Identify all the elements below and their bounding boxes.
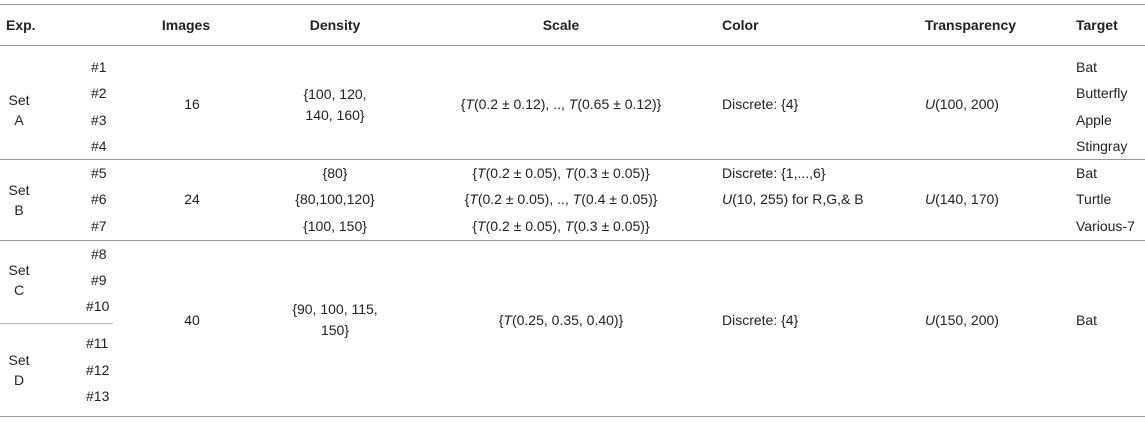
set-a-scale: {T(0.2 ± 0.12), .., T(0.65 ± 0.12)}	[460, 96, 662, 112]
header-exp: Exp.	[6, 17, 36, 33]
set-cd-target: Bat	[1076, 312, 1098, 328]
density-cell: {100, 150}	[303, 218, 367, 234]
header-images: Images	[161, 17, 211, 33]
set-cd-transparency: U(150, 200)	[925, 312, 999, 328]
set-b-color-line1: Discrete: {1,...,6}	[722, 165, 826, 181]
header-scale: Scale	[542, 17, 580, 33]
set-c-rule	[0, 323, 113, 324]
density-cell: {80,100,120}	[295, 191, 375, 207]
target-cell: Turtle	[1076, 191, 1112, 207]
set-a-density-line1: {100, 120,	[303, 86, 367, 102]
target-cell: Butterfly	[1076, 85, 1128, 101]
set-cd-scale: {T(0.25, 0.35, 0.40)}	[498, 312, 624, 328]
set-cd-color: Discrete: {4}	[722, 312, 799, 328]
set-a-rule	[0, 159, 1145, 160]
exp-id: #9	[91, 272, 107, 288]
density-cell: {80}	[322, 165, 348, 181]
set-cd-density-line1: {90, 100, 115,	[292, 301, 378, 317]
exp-id: #1	[91, 59, 107, 75]
exp-id: #3	[91, 112, 107, 128]
set-a-transparency: U(100, 200)	[925, 96, 999, 112]
set-a-density-line2: 140, 160}	[305, 107, 365, 123]
set-a-images: 16	[184, 96, 200, 112]
target-cell: Various-7	[1076, 218, 1135, 234]
exp-id: #12	[86, 362, 110, 378]
target-cell: Apple	[1076, 112, 1112, 128]
set-cd-images: 40	[184, 312, 200, 328]
set-d-label-line2: D	[13, 372, 25, 388]
target-cell: Bat	[1076, 165, 1098, 181]
set-c-label-line1: Set	[8, 262, 30, 278]
set-b-label-line2: B	[14, 202, 24, 218]
set-d-label-line1: Set	[8, 352, 30, 368]
exp-id: #11	[86, 335, 109, 351]
header-target: Target	[1076, 17, 1118, 33]
set-b-color-line2: U(10, 255) for R,G,& B	[722, 191, 864, 207]
target-cell: Bat	[1076, 59, 1098, 75]
scale-cell: {T(0.2 ± 0.05), .., T(0.4 ± 0.05)}	[464, 191, 658, 207]
exp-id: #2	[91, 85, 107, 101]
header-rule	[0, 45, 1145, 46]
scale-cell: {T(0.2 ± 0.05), T(0.3 ± 0.05)}	[472, 165, 650, 181]
set-c-label-line2: C	[13, 282, 25, 298]
table-bottom-rule	[0, 416, 1145, 417]
exp-id: #6	[91, 191, 107, 207]
set-a-label-line1: Set	[8, 92, 30, 108]
header-color: Color	[722, 17, 759, 33]
header-transparency: Transparency	[925, 17, 1017, 33]
exp-id: #7	[91, 218, 107, 234]
exp-id: #8	[91, 246, 107, 262]
set-b-transparency: U(140, 170)	[925, 191, 999, 207]
set-b-rule	[0, 240, 1145, 241]
table-top-rule	[0, 4, 1145, 5]
header-density: Density	[309, 17, 361, 33]
set-b-label-line1: Set	[8, 182, 30, 198]
exp-id: #4	[91, 138, 107, 154]
set-b-images: 24	[184, 191, 200, 207]
set-cd-density-line2: 150}	[320, 322, 350, 338]
exp-id: #13	[86, 388, 110, 404]
exp-id: #5	[91, 165, 107, 181]
set-a-color: Discrete: {4}	[722, 96, 799, 112]
exp-id: #10	[86, 298, 110, 314]
scale-cell: {T(0.2 ± 0.05), T(0.3 ± 0.05)}	[472, 218, 650, 234]
target-cell: Stingray	[1076, 138, 1128, 154]
set-a-label-line2: A	[14, 112, 24, 128]
